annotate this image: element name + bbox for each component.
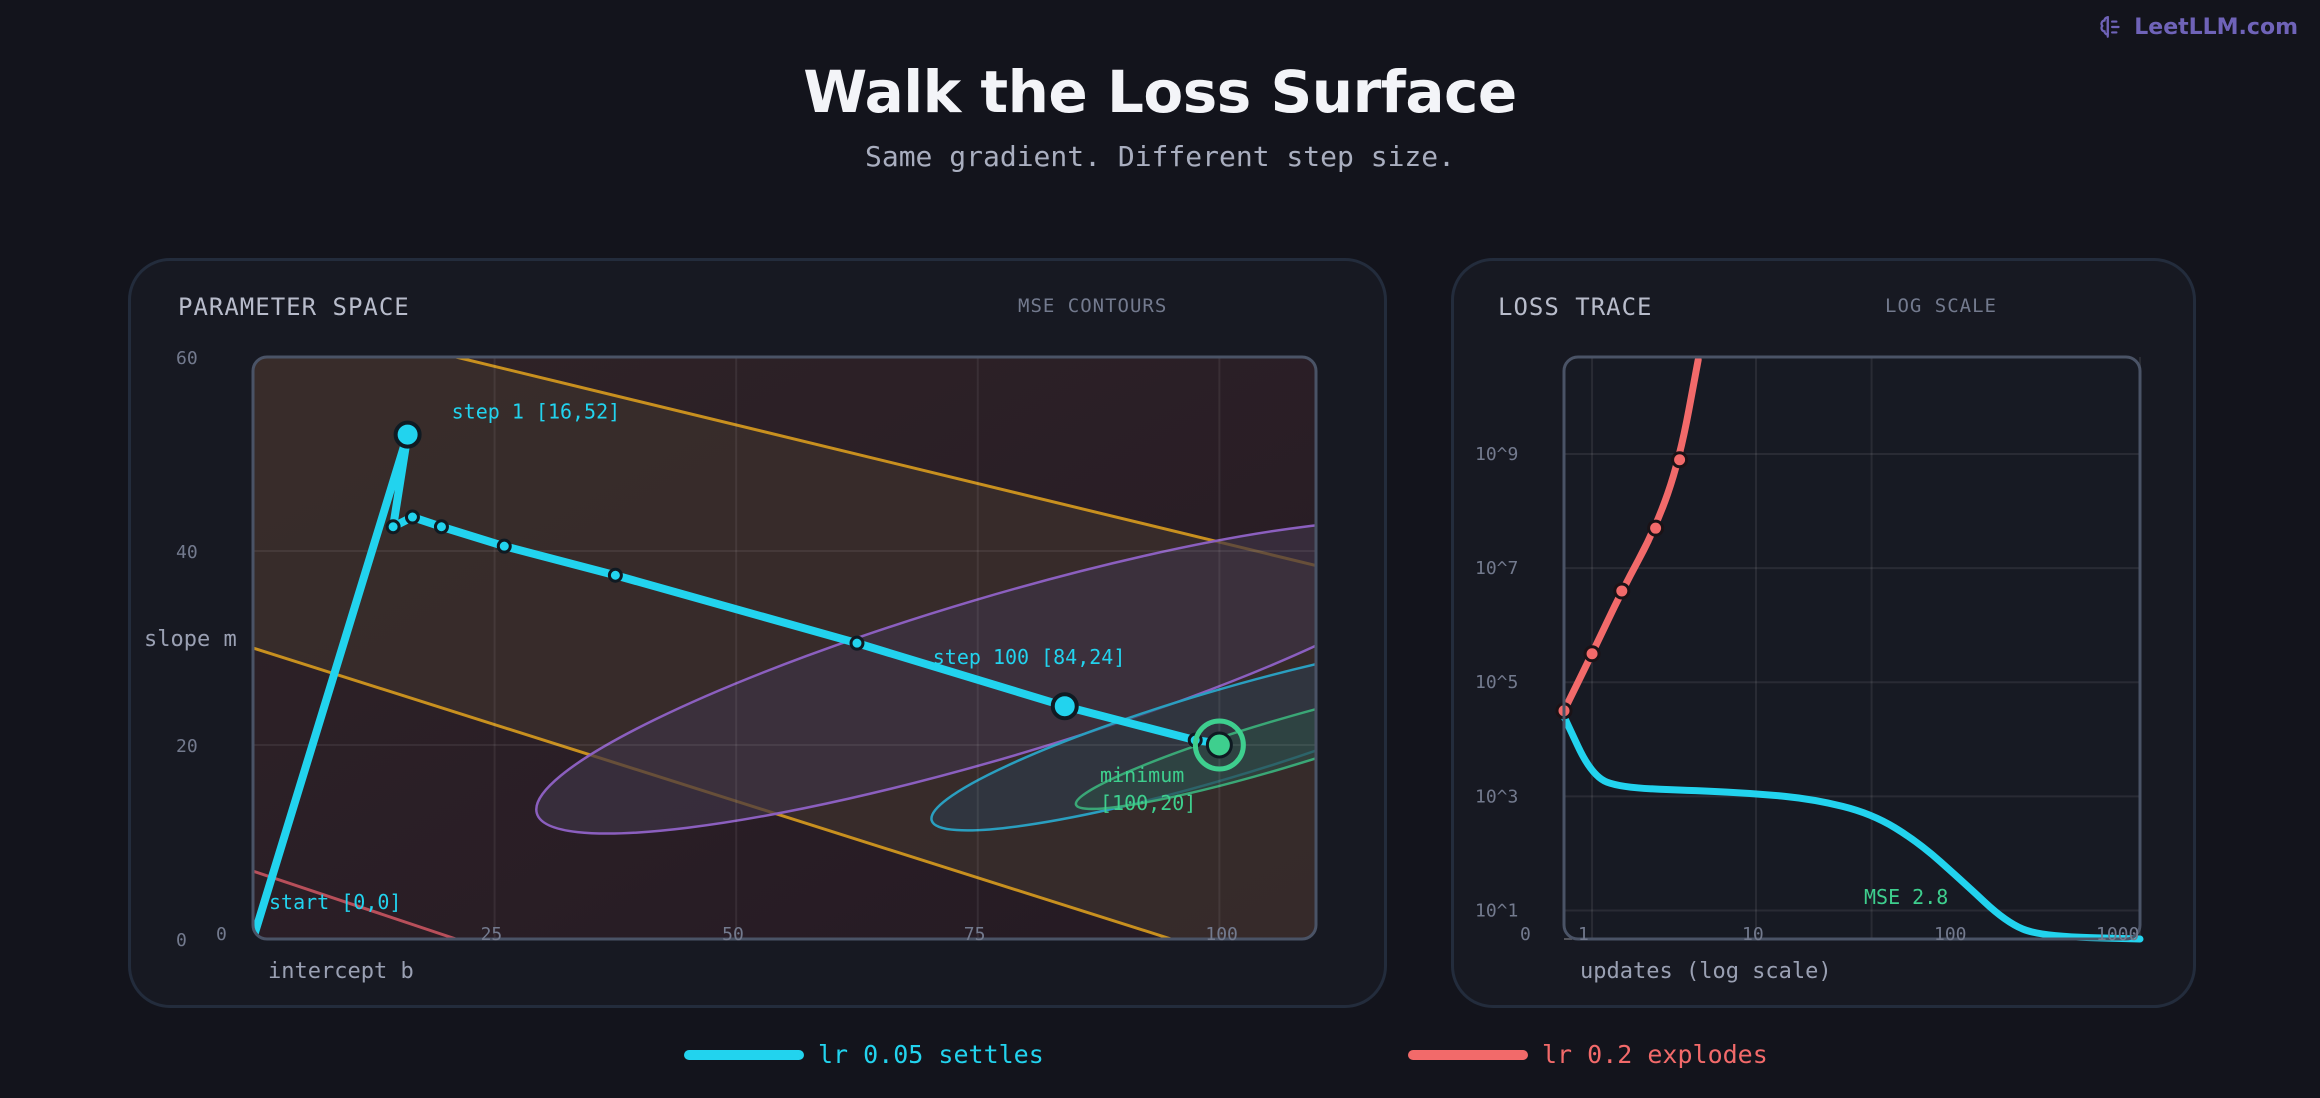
x-tick-label: 1000 — [2096, 924, 2139, 945]
legend-label: lr 0.2 explodes — [1542, 1040, 1768, 1069]
loss-marker — [1647, 519, 1665, 537]
loss-plot-border — [1562, 355, 2142, 941]
y-tick-label: 10^7 — [1475, 558, 1518, 579]
brand[interactable]: LeetLLM.com — [2098, 14, 2298, 40]
step-highlight — [393, 420, 422, 449]
step-marker — [849, 635, 865, 651]
legend-item-explodes: lr 0.2 explodes — [1408, 1040, 1768, 1069]
contour-outer-line — [455, 357, 1316, 568]
y-tick-label: 10^9 — [1475, 444, 1518, 465]
panel-heading: LOSS TRACE — [1498, 293, 1653, 321]
contour-mid — [535, 519, 1316, 835]
step-highlight — [1050, 692, 1079, 721]
minimum-marker — [1205, 731, 1233, 759]
y-tick-label: 10^3 — [1475, 786, 1518, 807]
contour-corner-line — [253, 869, 457, 939]
step-marker — [496, 538, 512, 554]
x-axis-title: updates (log scale) — [1580, 959, 1832, 984]
y-tick-label: 40 — [176, 542, 198, 563]
minimum-label: [100,20] — [1100, 791, 1196, 815]
step-marker — [607, 567, 623, 583]
legend-item-settles: lr 0.05 settles — [684, 1040, 1044, 1069]
loss-plot-background — [1564, 357, 2140, 939]
panel-tag: MSE CONTOURS — [1018, 295, 1168, 317]
legend-swatch — [1408, 1049, 1528, 1060]
y-tick-label: 60 — [176, 348, 198, 369]
panel-tag: LOG SCALE — [1885, 295, 1997, 317]
step-marker — [433, 519, 449, 535]
y-tick-label: 20 — [176, 736, 198, 757]
point-annotation: step 100 [84,24] — [933, 645, 1126, 669]
y-tick-label: 0 — [1520, 924, 1531, 945]
y-tick-label: 10^1 — [1475, 900, 1518, 921]
point-annotation: start [0,0] — [269, 890, 401, 914]
step-marker — [404, 509, 420, 525]
minimum-label: minimum — [1100, 763, 1184, 787]
loss-marker — [1583, 645, 1601, 663]
x-tick-label: 75 — [964, 924, 986, 945]
x-tick-label: 0 — [216, 924, 227, 945]
brand-label[interactable]: LeetLLM.com — [2134, 14, 2298, 40]
param-plot-area — [253, 357, 1316, 939]
y-tick-label: 0 — [176, 930, 187, 951]
x-tick-label: 100 — [1205, 924, 1238, 945]
legend-swatch — [684, 1049, 804, 1060]
minimum-ring — [1192, 718, 1246, 772]
x-tick-label: 100 — [1934, 924, 1967, 945]
param-plot-border — [251, 355, 1318, 941]
x-axis-title: intercept b — [268, 959, 414, 984]
page-subtitle: Same gradient. Different step size. — [864, 140, 1455, 173]
page-title: Walk the Loss Surface — [803, 58, 1517, 126]
panel-heading: PARAMETER SPACE — [178, 293, 410, 321]
y-tick-label: 10^5 — [1475, 672, 1518, 693]
x-tick-label: 25 — [481, 924, 503, 945]
loss-series-line — [1560, 712, 2144, 943]
step-marker — [385, 519, 401, 535]
contour-core — [1074, 679, 1316, 811]
loss-marker — [1613, 582, 1631, 600]
loss-series-line — [1560, 356, 1702, 715]
x-tick-label: 1 — [1578, 924, 1589, 945]
y-axis-title: slope m — [144, 627, 237, 652]
x-tick-label: 50 — [722, 924, 744, 945]
loss-marker — [1671, 451, 1689, 469]
x-tick-label: 10 — [1742, 924, 1764, 945]
brain-icon — [2100, 16, 2120, 38]
legend-label: lr 0.05 settles — [818, 1040, 1044, 1069]
point-annotation: step 1 [16,52] — [452, 400, 621, 424]
loss-annotation: MSE 2.8 — [1864, 885, 1948, 909]
